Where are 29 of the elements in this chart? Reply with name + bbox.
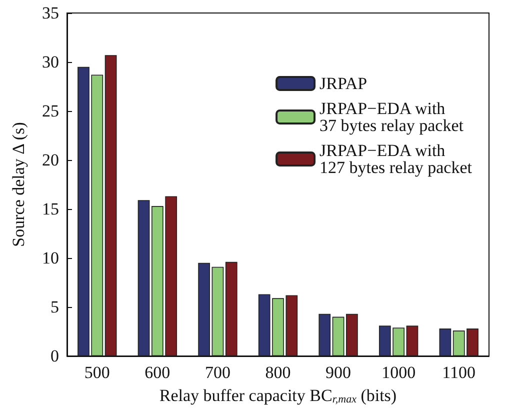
bar	[104, 55, 117, 356]
bar	[332, 316, 344, 356]
y-tick-label: 15	[42, 200, 59, 218]
y-tick-label: 20	[42, 150, 59, 170]
legend-label: JRPAP	[320, 74, 368, 93]
bar	[198, 262, 210, 356]
bar	[225, 262, 238, 356]
y-tick-label: 5	[50, 298, 59, 316]
x-tick-label: 700	[204, 363, 230, 382]
bar	[212, 266, 224, 356]
y-tick-label: 25	[42, 102, 59, 120]
y-tick-label: 0	[50, 346, 59, 366]
bar	[439, 328, 452, 356]
bar	[318, 314, 331, 356]
bar	[406, 326, 418, 356]
x-tick-label: 600	[144, 363, 170, 382]
x-tick-label: 1000	[382, 363, 416, 382]
x-tick-label: 900	[326, 363, 352, 382]
x-tick-label: 1100	[442, 363, 476, 382]
x-tick-label: 500	[84, 363, 110, 382]
x-tick-label: 800	[265, 363, 291, 382]
legend-label: JRPAP−EDA with 127 bytes relay packet	[320, 141, 472, 177]
y-axis-title: Source delay Δ (s)	[9, 122, 28, 247]
y-tick-label: 10	[42, 248, 59, 268]
legend-label: JRPAP−EDA with 37 bytes relay packet	[320, 99, 464, 135]
bar	[138, 200, 150, 356]
y-tick-label: 35	[42, 4, 59, 22]
bar	[346, 314, 358, 356]
y-tick-label: 30	[42, 52, 59, 72]
